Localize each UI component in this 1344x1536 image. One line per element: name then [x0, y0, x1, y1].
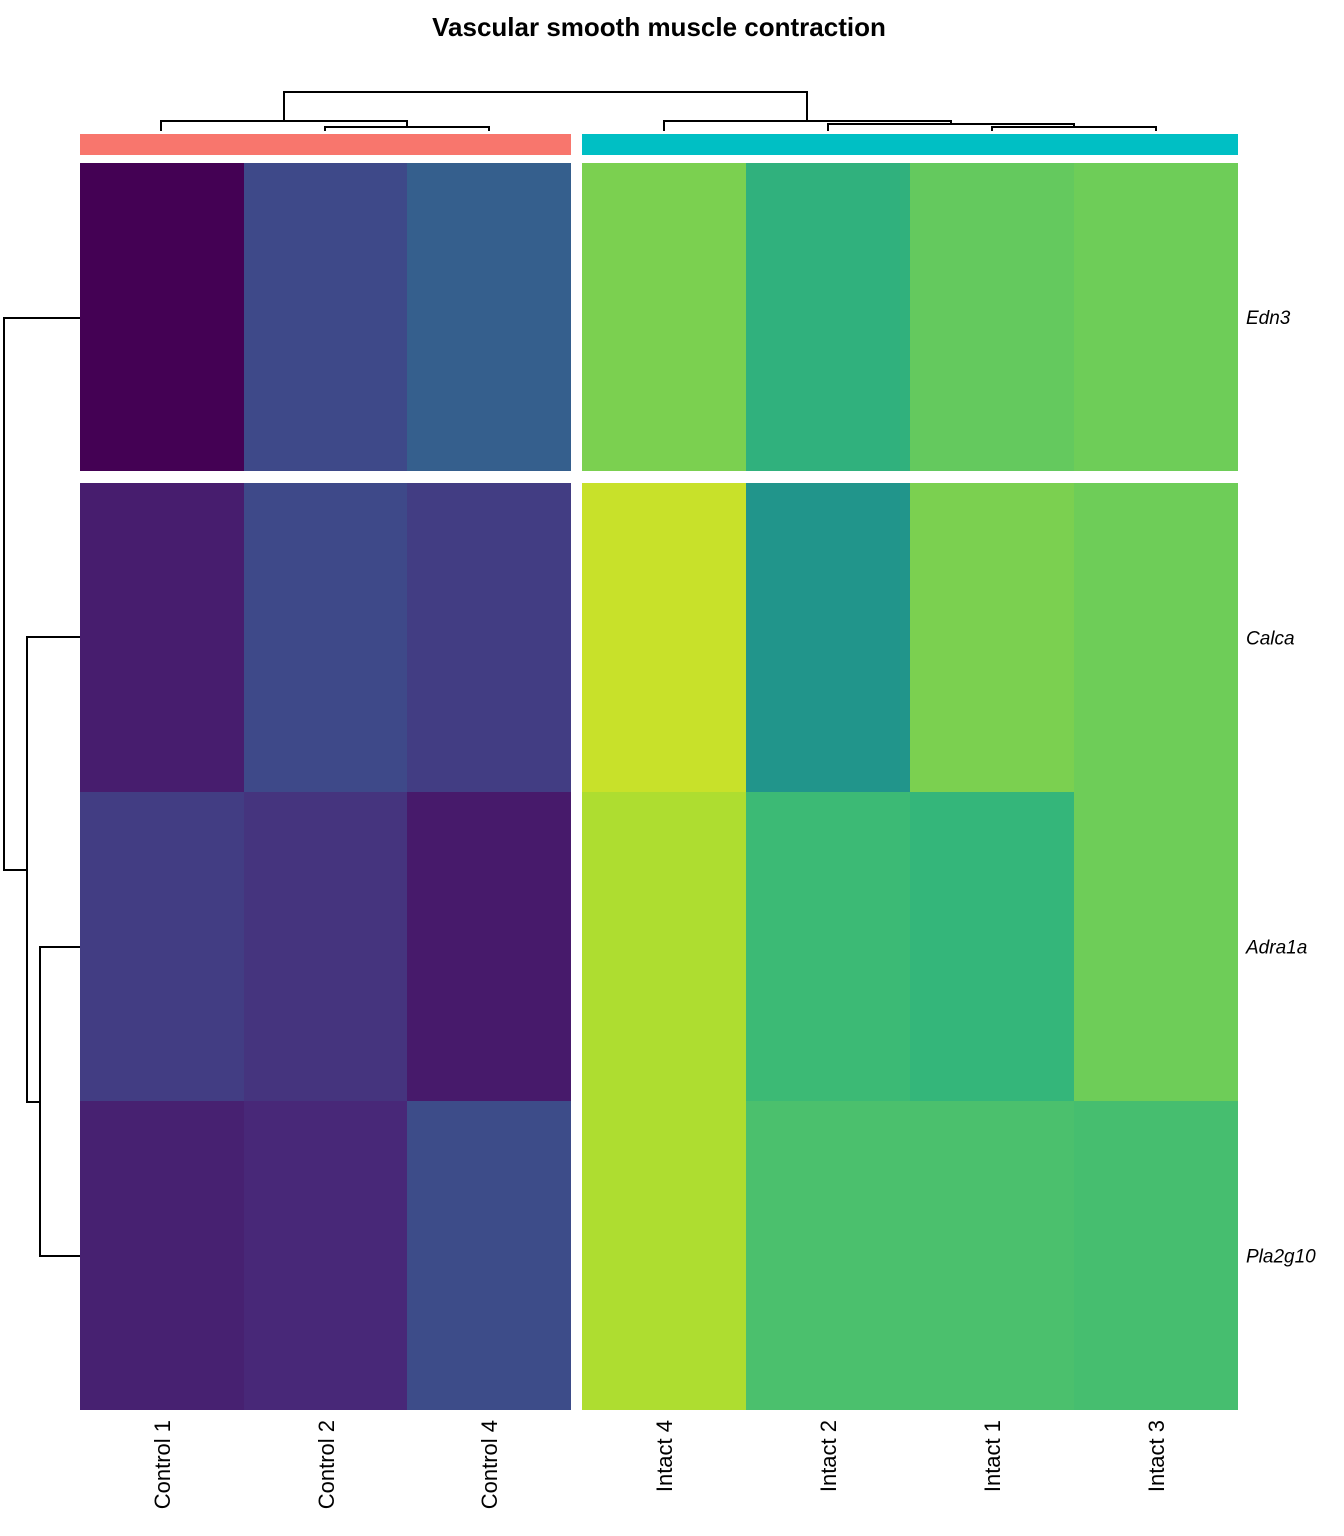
- heatmap-cell: [407, 792, 571, 1101]
- heatmap-cell: [1074, 792, 1238, 1101]
- heatmap-cell: [1074, 1101, 1238, 1410]
- column-label: Intact 4: [652, 1420, 677, 1492]
- dendrogram-branch: [26, 636, 80, 1103]
- dendrogram-branch: [39, 946, 80, 1257]
- group-annotation-bars: [80, 134, 1238, 155]
- column-label: Intact 3: [1144, 1420, 1169, 1492]
- heatmap-cell: [910, 1101, 1074, 1410]
- row-labels: Edn3 Calca Adra1a Pla2g10: [1245, 308, 1316, 1268]
- heatmap-cell: [746, 792, 910, 1101]
- heatmap-cell: [80, 1101, 244, 1410]
- column-labels: Control 1 Control 2 Control 4 Intact 4 Intac…: [150, 1420, 1169, 1509]
- heatmap-cell: [1074, 163, 1238, 471]
- heatmap-cell: [1074, 483, 1238, 792]
- row-label: Pla2g10: [1246, 1247, 1316, 1268]
- heatmap-cell: [80, 163, 244, 471]
- heatmap-cell: [244, 792, 408, 1101]
- heatmap-cell: [80, 792, 244, 1101]
- row-dendrogram: [3, 317, 80, 1257]
- row-label: Calca: [1246, 629, 1295, 650]
- heatmap-cell: [746, 163, 910, 471]
- heatmap-cell: [582, 163, 746, 471]
- chart-title: Vascular smooth muscle contraction: [432, 12, 886, 42]
- row-label: Adra1a: [1245, 938, 1307, 959]
- dendrogram-branch: [324, 126, 490, 131]
- dendrogram-branch: [3, 317, 80, 871]
- heatmap-cell: [582, 792, 746, 1101]
- dendrogram-branch: [991, 126, 1157, 131]
- heatmap-cell: [582, 483, 746, 792]
- heatmap-cell: [910, 483, 1074, 792]
- column-label: Control 2: [314, 1420, 339, 1509]
- heatmap-cell: [244, 163, 408, 471]
- column-label: Intact 2: [816, 1420, 841, 1492]
- group-bar-control: [80, 134, 571, 155]
- heatmap-cells: [80, 163, 1238, 1410]
- heatmap-cell: [407, 1101, 571, 1410]
- heatmap-cell: [244, 1101, 408, 1410]
- heatmap-cell: [80, 483, 244, 792]
- heatmap-cell: [582, 1101, 746, 1410]
- column-label: Intact 1: [980, 1420, 1005, 1492]
- group-bar-intact: [582, 134, 1238, 155]
- column-dendrogram: [160, 91, 1157, 131]
- heatmap-cell: [407, 163, 571, 471]
- heatmap-cell: [746, 1101, 910, 1410]
- dendrogram-branch: [283, 91, 808, 121]
- column-label: Control 1: [150, 1420, 175, 1509]
- heatmap-cell: [746, 483, 910, 792]
- heatmap-cell: [407, 483, 571, 792]
- dendrogram-branch: [663, 120, 952, 131]
- heatmap-cell: [910, 163, 1074, 471]
- heatmap-cell: [910, 792, 1074, 1101]
- heatmap-cell: [244, 483, 408, 792]
- row-label: Edn3: [1246, 308, 1291, 329]
- column-label: Control 4: [477, 1420, 502, 1509]
